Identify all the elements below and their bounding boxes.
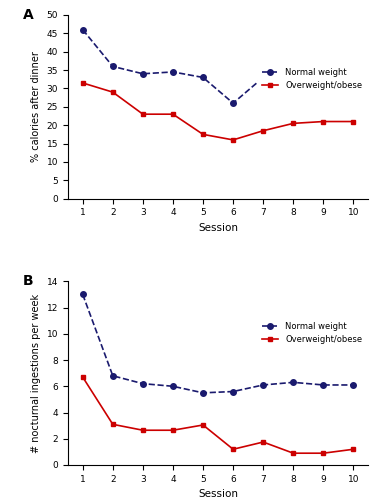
Overweight/obese xyxy=(351,118,356,124)
Overweight/obese xyxy=(141,111,145,117)
Normal weight xyxy=(351,74,356,80)
Overweight/obese xyxy=(321,450,326,456)
Overweight/obese xyxy=(111,89,115,95)
Normal weight xyxy=(291,67,296,73)
Overweight/obese xyxy=(261,128,265,134)
Normal weight xyxy=(321,382,326,388)
Normal weight xyxy=(351,382,356,388)
Normal weight xyxy=(111,373,115,379)
Line: Overweight/obese: Overweight/obese xyxy=(80,80,356,142)
Overweight/obese xyxy=(201,132,205,138)
X-axis label: Session: Session xyxy=(198,490,238,500)
Normal weight xyxy=(261,74,265,80)
Y-axis label: % calories after dinner: % calories after dinner xyxy=(31,52,41,162)
Overweight/obese xyxy=(351,446,356,452)
Overweight/obese xyxy=(80,374,85,380)
Overweight/obese xyxy=(261,439,265,445)
X-axis label: Session: Session xyxy=(198,223,238,233)
Overweight/obese xyxy=(111,422,115,428)
Legend: Normal weight, Overweight/obese: Normal weight, Overweight/obese xyxy=(258,318,365,347)
Normal weight xyxy=(171,384,175,390)
Overweight/obese xyxy=(291,450,296,456)
Normal weight xyxy=(231,100,235,106)
Overweight/obese xyxy=(80,80,85,86)
Normal weight xyxy=(291,380,296,386)
Overweight/obese xyxy=(231,446,235,452)
Overweight/obese xyxy=(231,137,235,143)
Overweight/obese xyxy=(291,120,296,126)
Line: Normal weight: Normal weight xyxy=(80,292,356,396)
Overweight/obese xyxy=(171,111,175,117)
Overweight/obese xyxy=(141,427,145,433)
Text: A: A xyxy=(23,8,33,22)
Normal weight xyxy=(111,64,115,70)
Text: B: B xyxy=(23,274,33,288)
Normal weight xyxy=(201,390,205,396)
Line: Normal weight: Normal weight xyxy=(80,27,356,106)
Normal weight xyxy=(141,71,145,77)
Line: Overweight/obese: Overweight/obese xyxy=(80,374,356,456)
Y-axis label: # nocturnal ingestions per week: # nocturnal ingestions per week xyxy=(31,294,41,452)
Overweight/obese xyxy=(171,427,175,433)
Normal weight xyxy=(231,388,235,394)
Normal weight xyxy=(80,26,85,32)
Overweight/obese xyxy=(321,118,326,124)
Normal weight xyxy=(321,76,326,82)
Normal weight xyxy=(201,74,205,80)
Normal weight xyxy=(141,380,145,386)
Normal weight xyxy=(261,382,265,388)
Overweight/obese xyxy=(201,422,205,428)
Normal weight xyxy=(171,69,175,75)
Legend: Normal weight, Overweight/obese: Normal weight, Overweight/obese xyxy=(258,65,365,94)
Normal weight xyxy=(80,292,85,298)
